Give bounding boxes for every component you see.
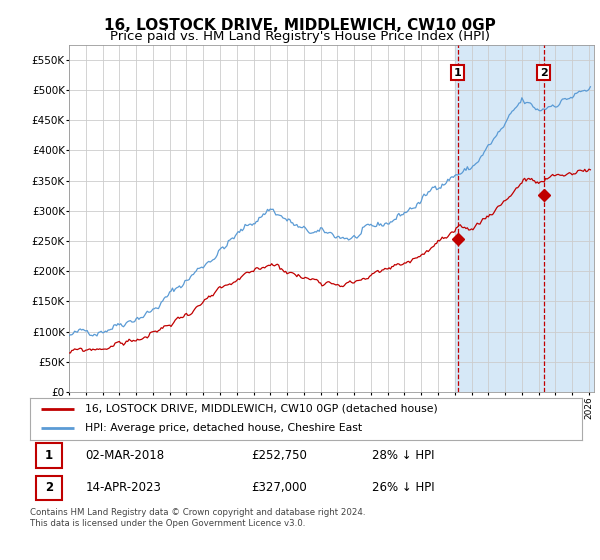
Text: HPI: Average price, detached house, Cheshire East: HPI: Average price, detached house, Ches… <box>85 423 362 433</box>
Text: 16, LOSTOCK DRIVE, MIDDLEWICH, CW10 0GP (detached house): 16, LOSTOCK DRIVE, MIDDLEWICH, CW10 0GP … <box>85 404 438 414</box>
Text: 26% ↓ HPI: 26% ↓ HPI <box>372 482 435 494</box>
Text: 28% ↓ HPI: 28% ↓ HPI <box>372 449 435 462</box>
Text: 1: 1 <box>454 68 461 78</box>
Text: 1: 1 <box>45 449 53 462</box>
Bar <box>455 45 594 392</box>
Text: 16, LOSTOCK DRIVE, MIDDLEWICH, CW10 0GP: 16, LOSTOCK DRIVE, MIDDLEWICH, CW10 0GP <box>104 18 496 33</box>
Text: 2: 2 <box>539 68 547 78</box>
FancyBboxPatch shape <box>35 475 62 500</box>
Text: 2: 2 <box>45 482 53 494</box>
Text: £252,750: £252,750 <box>251 449 307 462</box>
FancyBboxPatch shape <box>35 444 62 468</box>
Text: £327,000: £327,000 <box>251 482 307 494</box>
Text: 02-MAR-2018: 02-MAR-2018 <box>85 449 164 462</box>
Text: Price paid vs. HM Land Registry's House Price Index (HPI): Price paid vs. HM Land Registry's House … <box>110 30 490 43</box>
Text: 14-APR-2023: 14-APR-2023 <box>85 482 161 494</box>
Text: Contains HM Land Registry data © Crown copyright and database right 2024.
This d: Contains HM Land Registry data © Crown c… <box>30 508 365 528</box>
